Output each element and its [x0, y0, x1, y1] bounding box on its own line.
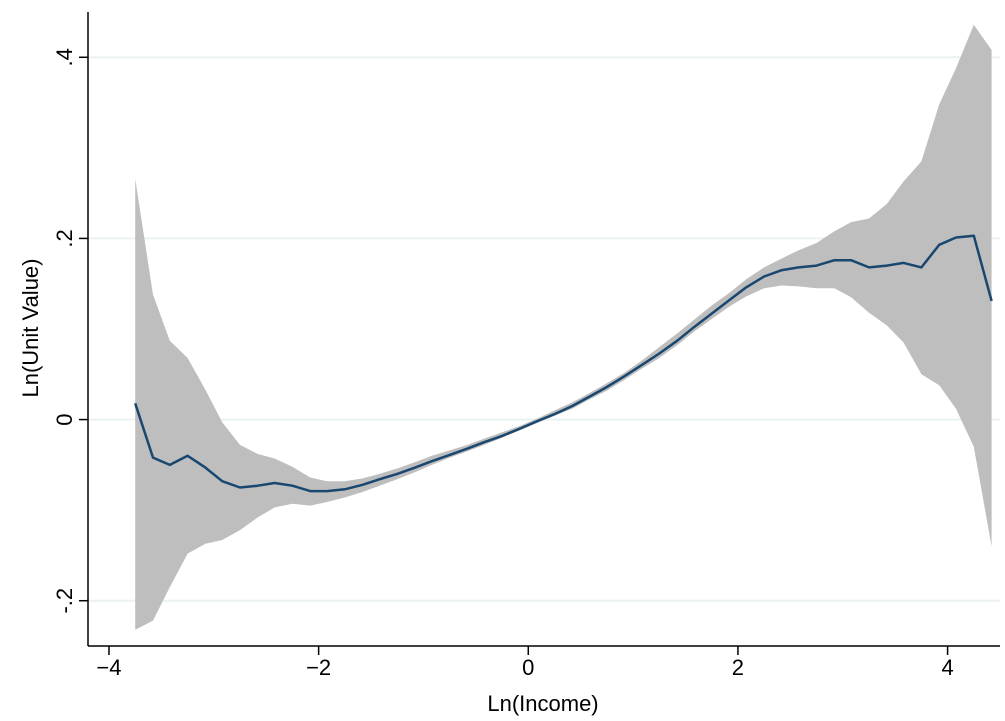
fitted-line-group: [134, 234, 993, 493]
axes: [87, 12, 1000, 647]
x-tick-label-2: 0: [522, 655, 534, 680]
y-axis-ticks: -.2 0 .2 .4: [52, 48, 88, 614]
x-axis-title: Ln(Income): [487, 691, 598, 716]
x-axis-ticks: −4 −2 0 2 4: [96, 646, 954, 680]
y-axis-title: Ln(Unit Value): [18, 259, 43, 398]
x-tick-label-0: −4: [96, 655, 121, 680]
x-tick-label-4: 4: [941, 655, 953, 680]
y-tick-label-3: .4: [52, 48, 77, 66]
y-tick-label-2: .2: [52, 229, 77, 247]
y-tick-label-0: -.2: [52, 588, 77, 614]
fitted-line: [134, 234, 993, 493]
x-tick-label-1: −2: [306, 655, 331, 680]
y-tick-label-1: 0: [52, 413, 77, 425]
x-tick-label-3: 2: [732, 655, 744, 680]
